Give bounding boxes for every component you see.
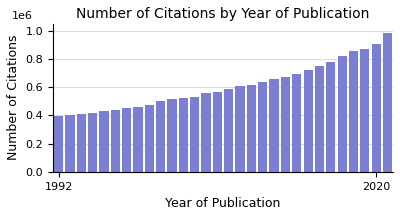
X-axis label: Year of Publication: Year of Publication	[165, 197, 281, 210]
Bar	[383, 33, 392, 172]
Bar	[88, 113, 97, 172]
Bar	[66, 115, 74, 172]
Bar	[270, 79, 278, 172]
Bar	[236, 86, 244, 172]
Bar	[202, 93, 210, 172]
Bar	[156, 102, 165, 172]
Bar	[145, 105, 154, 172]
Bar	[168, 99, 176, 172]
Bar	[372, 44, 380, 172]
Bar	[100, 112, 108, 172]
Bar	[338, 56, 346, 172]
Bar	[281, 77, 290, 172]
Bar	[77, 114, 86, 172]
Bar	[54, 116, 63, 172]
Bar	[258, 82, 267, 172]
Bar	[224, 89, 233, 172]
Bar	[304, 70, 312, 172]
Bar	[315, 66, 324, 172]
Bar	[360, 49, 369, 172]
Bar	[190, 97, 199, 172]
Bar	[179, 98, 188, 172]
Bar	[247, 85, 256, 172]
Bar	[213, 92, 222, 172]
Bar	[349, 51, 358, 172]
Bar	[326, 62, 335, 172]
Bar	[134, 107, 142, 172]
Bar	[292, 74, 301, 172]
Bar	[111, 110, 120, 172]
Bar	[122, 108, 131, 172]
Y-axis label: Number of Citations: Number of Citations	[7, 35, 20, 160]
Text: 1e6: 1e6	[12, 11, 33, 21]
Title: Number of Citations by Year of Publication: Number of Citations by Year of Publicati…	[76, 7, 370, 21]
